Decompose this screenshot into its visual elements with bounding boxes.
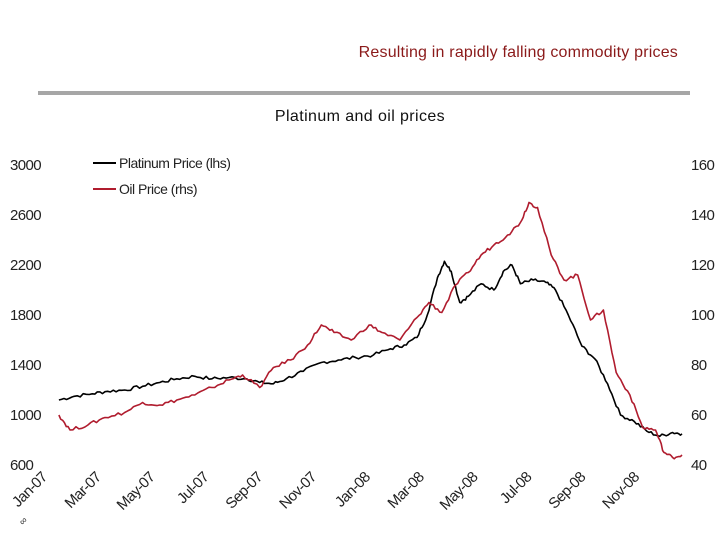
x-tick-label: Mar-08: [384, 469, 427, 512]
left-tick-label: 600: [10, 457, 33, 474]
right-tick-label: 80: [691, 357, 707, 374]
platinum-price-line: [58, 260, 683, 438]
x-axis: Jan-07 Mar-07 May-07 Jul-07 Sep-07 Nov-07 Jan-…: [9, 469, 643, 514]
x-tick-label: Jul-07: [174, 469, 213, 508]
left-tick-label: 2200: [10, 257, 41, 274]
left-tick-label: 3000: [10, 157, 41, 174]
x-tick-label: Sep-08: [545, 469, 589, 513]
series-layer: [58, 201, 683, 460]
legend-label: Platinum Price (lhs): [119, 155, 230, 171]
x-tick-label: Sep-07: [222, 469, 266, 513]
legend-label: Oil Price (rhs): [119, 181, 197, 197]
x-tick-label: Nov-08: [599, 469, 643, 513]
chart-title: Platinum and oil prices: [274, 108, 446, 125]
left-axis: 3000 2600 2200 1800 1400 1000 600: [10, 157, 42, 474]
x-tick-label: Nov-07: [276, 469, 320, 513]
x-tick-label: Jul-08: [497, 469, 536, 508]
left-tick-label: 2600: [10, 207, 41, 224]
left-tick-label: 1800: [10, 307, 41, 324]
left-tick-label: 1000: [10, 407, 41, 424]
right-tick-label: 40: [691, 457, 707, 474]
headline: Resulting in rapidly falling commodity p…: [358, 44, 678, 61]
right-tick-label: 160: [691, 157, 714, 174]
right-tick-label: 100: [691, 307, 714, 324]
oil-price-line: [58, 201, 683, 460]
x-tick-label: Mar-07: [62, 469, 105, 512]
right-tick-label: 60: [691, 407, 707, 424]
left-tick-label: 1400: [10, 357, 41, 374]
header-divider: [38, 91, 690, 95]
x-tick-label: May-08: [437, 469, 482, 514]
x-tick-label: Jan-08: [332, 469, 374, 511]
right-tick-label: 140: [691, 207, 714, 224]
x-tick-label: Jan-07: [9, 469, 51, 511]
x-tick-label: May-07: [114, 469, 159, 514]
right-axis: 160 140 120 100 80 60 40: [691, 157, 715, 474]
legend: Platinum Price (lhs) Oil Price (rhs): [93, 155, 231, 197]
right-tick-label: 120: [691, 257, 714, 274]
